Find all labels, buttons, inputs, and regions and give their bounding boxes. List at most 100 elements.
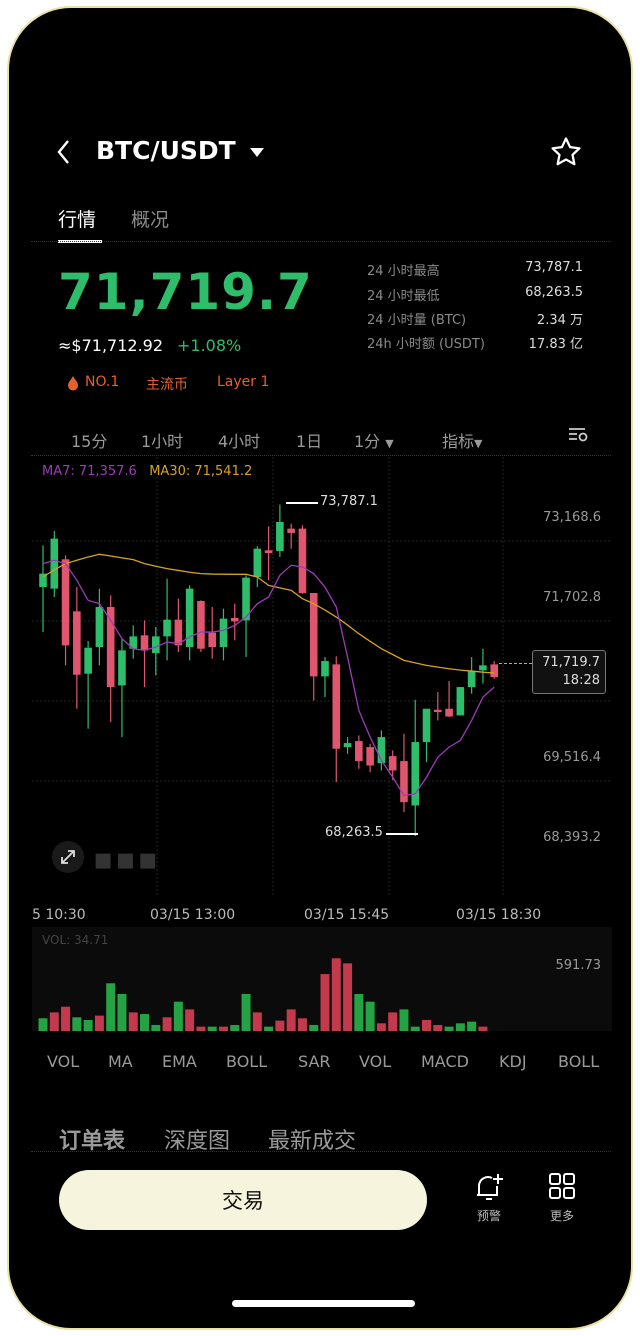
alert-button[interactable]: 预警 <box>469 1171 509 1224</box>
current-price-line <box>499 663 532 664</box>
x-tick-label: 03/15 15:45 <box>304 907 390 923</box>
volume-bar <box>207 1026 217 1031</box>
bell-plus-icon <box>477 1174 503 1200</box>
indicator-sub-boll[interactable]: BOLL <box>558 1052 600 1071</box>
candle-up <box>253 548 262 577</box>
tab-order-book[interactable]: 订单表 <box>59 1129 126 1154</box>
volume-bar <box>478 1026 488 1031</box>
home-indicator[interactable] <box>232 1300 415 1307</box>
divider <box>31 241 611 242</box>
candle-down <box>197 601 205 649</box>
volume-bar <box>38 1018 48 1031</box>
candle-down <box>61 559 70 646</box>
indicator-ma[interactable]: MA <box>108 1052 133 1071</box>
divider <box>31 1151 611 1152</box>
low-marker-line <box>386 833 418 835</box>
stat-label-low: 24 小时最低 <box>367 289 440 304</box>
alert-label: 预警 <box>476 1209 501 1223</box>
y-tick-label: 68,393.2 <box>543 830 601 845</box>
candle-down <box>400 761 408 803</box>
candle-down <box>208 632 216 648</box>
indicator-kdj[interactable]: KDJ <box>499 1052 527 1071</box>
volume-bar <box>286 1009 296 1031</box>
volume-bar <box>354 993 364 1031</box>
volume-bar <box>49 1012 59 1031</box>
volume-bar <box>241 993 251 1031</box>
tab-latest-trades[interactable]: 最新成交 <box>268 1129 357 1154</box>
tab-depth-chart[interactable]: 深度图 <box>164 1129 231 1154</box>
pair-title[interactable]: BTC/USDT <box>96 136 236 165</box>
candle-up <box>343 743 352 748</box>
more-button[interactable]: 更多 <box>542 1171 582 1224</box>
timeframe-more-dropdown[interactable]: 1分 ▼ <box>354 428 394 452</box>
candle-down <box>355 741 363 762</box>
fire-icon <box>68 376 78 391</box>
volume-bar <box>230 1024 240 1031</box>
phone-frame: BTC/USDT 行情 概况 71,719.7 ≈$71,712.92 +1.0… <box>7 6 633 1330</box>
star-icon[interactable] <box>549 135 583 169</box>
caret-down-icon[interactable] <box>249 146 265 158</box>
trade-button[interactable]: 交易 <box>59 1170 427 1230</box>
candle-down <box>73 611 81 675</box>
volume-bar <box>320 974 330 1031</box>
volume-bar <box>218 1026 228 1031</box>
indicator-vol[interactable]: VOL <box>47 1052 80 1071</box>
volume-bar <box>422 1019 432 1031</box>
candle-up <box>39 573 47 588</box>
tag-mainstream[interactable]: 主流币 <box>146 377 188 393</box>
timeframe-more-label: 1分 <box>354 432 381 451</box>
indicator-macd[interactable]: MACD <box>421 1052 469 1071</box>
more-label: 更多 <box>549 1209 574 1223</box>
candle-down <box>106 607 115 688</box>
tag-rank[interactable]: NO.1 <box>85 374 120 390</box>
stat-label-turnover: 24h 小时额 (USDT) <box>367 337 485 352</box>
candle-up <box>242 577 250 621</box>
indicator-boll[interactable]: BOLL <box>226 1052 268 1071</box>
candle-up <box>467 671 476 688</box>
volume-bar <box>275 1020 285 1031</box>
indicator-sub-vol[interactable]: VOL <box>359 1052 392 1071</box>
candle-up <box>129 636 138 649</box>
indicators-label: 指标 <box>442 432 475 451</box>
fullscreen-expand-icon[interactable] <box>51 840 85 874</box>
volume-bar <box>185 1009 195 1031</box>
volume-bar <box>117 993 127 1031</box>
volume-bar <box>128 1012 138 1031</box>
timeframe-1h[interactable]: 1小时 <box>141 432 184 451</box>
ma7-line <box>42 559 495 797</box>
volume-bar <box>162 1017 172 1031</box>
candle-down <box>332 664 341 749</box>
last-price: 71,719.7 <box>58 263 313 321</box>
candle-down <box>309 593 318 677</box>
indicator-ema[interactable]: EMA <box>162 1052 197 1071</box>
volume-bar <box>173 1001 183 1031</box>
tag-layer1[interactable]: Layer 1 <box>217 374 270 390</box>
caret-down-icon: ▼ <box>474 437 483 450</box>
candle-up <box>479 665 487 671</box>
timeframe-1d[interactable]: 1日 <box>296 432 323 451</box>
okx-watermark-logo: ▪▪▪ <box>93 842 160 877</box>
tab-market[interactable]: 行情 <box>58 209 97 231</box>
candlestick-chart[interactable] <box>32 457 612 897</box>
y-tick-label: 69,516.4 <box>543 750 601 765</box>
chart-settings-icon[interactable] <box>567 424 591 444</box>
volume-bar <box>399 1009 409 1031</box>
tab-overview[interactable]: 概况 <box>131 209 170 231</box>
timeframe-4h[interactable]: 4小时 <box>218 432 261 451</box>
candle-down <box>287 528 295 533</box>
candle-down <box>388 756 397 771</box>
back-chevron-icon[interactable] <box>54 138 74 166</box>
volume-chart[interactable] <box>32 927 612 1032</box>
low-price-label: 68,263.5 <box>325 825 383 840</box>
timeframe-15m[interactable]: 15分 <box>71 432 108 451</box>
high-marker-line <box>286 502 318 504</box>
candle-up <box>377 737 386 764</box>
candle-up <box>152 636 160 654</box>
grid-icon <box>549 1173 575 1199</box>
stat-label-high: 24 小时最高 <box>367 264 440 279</box>
indicator-sar[interactable]: SAR <box>298 1052 331 1071</box>
indicators-dropdown[interactable]: 指标▼ <box>442 428 482 452</box>
volume-label: VOL: 34.71 <box>42 933 109 947</box>
volume-bar <box>467 1021 477 1031</box>
volume-bar <box>331 958 341 1031</box>
